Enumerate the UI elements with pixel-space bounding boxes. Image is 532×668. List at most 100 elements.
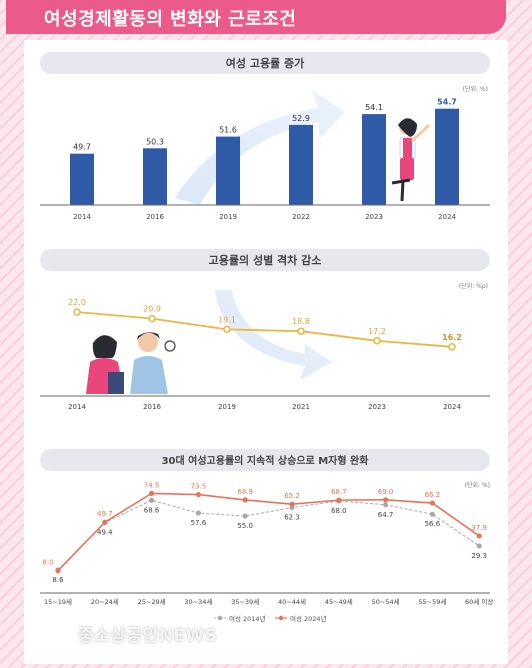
age-title-pill bbox=[40, 449, 490, 471]
growth-arrow bbox=[175, 90, 345, 205]
series-2024-point bbox=[102, 519, 108, 525]
series-2024-value-label: 69.0 bbox=[378, 488, 394, 496]
x-tick-label: 25~29세 bbox=[138, 597, 166, 606]
series-2014-value-label: 64.7 bbox=[378, 511, 394, 519]
gap-line-chart: 22.0 2014 20.9 2016 19.1 2019 18.8 2021 17.2 2023… bbox=[68, 298, 462, 411]
series-2024-point bbox=[149, 490, 155, 496]
x-tick-label: 2019 bbox=[218, 403, 236, 411]
x-tick-label: 2016 bbox=[146, 213, 164, 221]
series-2024-point bbox=[242, 497, 248, 503]
series-2014-value-label: 57.6 bbox=[191, 519, 207, 527]
series-2014-point bbox=[476, 543, 482, 549]
x-tick-label: 55~59세 bbox=[418, 597, 446, 606]
employment-bars: 49.7 2014 50.3 2016 51.6 2019 52.9 2022 54.1 2023… bbox=[70, 98, 459, 221]
bar bbox=[362, 114, 386, 205]
header-banner: 여성경제활동의 변화와 근로조건 bbox=[6, 0, 506, 34]
series-2024-value-label: 8.0 bbox=[42, 559, 53, 567]
legend-label-2024: 여성 2024년 bbox=[290, 614, 327, 623]
bar-value-label: 54.7 bbox=[437, 98, 457, 107]
series-2024-value-label: 68.7 bbox=[331, 488, 347, 496]
age-line-chart: 8.6 49.4 68.6 57.6 55.0 62.3 68.0 64.7 56.6 29.3 8… bbox=[42, 481, 493, 606]
bar bbox=[435, 108, 459, 205]
series-2024-value-label: 49.7 bbox=[97, 510, 113, 518]
x-tick-label: 2023 bbox=[368, 403, 386, 411]
decline-arrow bbox=[215, 290, 332, 380]
series-2014-value-label: 55.0 bbox=[237, 522, 253, 530]
age-legend: 여성 2014년 여성 2024년 bbox=[214, 614, 327, 623]
x-tick-label: 2024 bbox=[443, 403, 461, 411]
gap-title-pill bbox=[40, 249, 490, 271]
employment-title: 여성 고용률 증가 bbox=[226, 56, 305, 70]
series-2014-value-label: 68.0 bbox=[331, 507, 347, 515]
series-2014-value-label: 29.3 bbox=[471, 552, 487, 560]
x-tick-label: 60세 이상 bbox=[465, 597, 493, 606]
series-2014-point bbox=[149, 497, 155, 503]
gap-value-label: 19.1 bbox=[218, 315, 236, 324]
age-unit: (단위: %) bbox=[465, 481, 490, 489]
svg-text:TSN: TSN bbox=[31, 626, 60, 641]
employment-unit: (단위: %) bbox=[463, 85, 488, 93]
gap-point bbox=[223, 325, 231, 334]
series-2014-point bbox=[429, 511, 435, 517]
bar-value-label: 52.9 bbox=[292, 114, 310, 123]
bar bbox=[70, 153, 94, 205]
series-2024-point bbox=[476, 533, 482, 539]
x-tick-label: 30~34세 bbox=[184, 597, 212, 606]
age-title: 30대 여성고용률의 지속적 상승으로 M자형 완화 bbox=[162, 454, 370, 467]
x-tick-label: 2019 bbox=[219, 213, 237, 221]
series-2014-value-label: 56.6 bbox=[425, 520, 441, 528]
series-2024-point bbox=[289, 501, 295, 507]
gap-value-label: 18.8 bbox=[292, 317, 310, 326]
x-tick-label: 50~54세 bbox=[372, 597, 400, 606]
series-2024-value-label: 66.2 bbox=[425, 491, 441, 499]
series-2024-value-label: 37.9 bbox=[471, 524, 487, 532]
series-2024-point bbox=[383, 497, 389, 503]
series-2024-value-label: 65.2 bbox=[284, 492, 300, 500]
x-tick-label: 20~24세 bbox=[91, 597, 119, 606]
series-2014-value-label: 49.4 bbox=[97, 529, 113, 537]
bar-value-label: 51.6 bbox=[219, 126, 237, 135]
series-2024-point bbox=[429, 500, 435, 506]
bar bbox=[143, 148, 167, 205]
series-2014-point bbox=[195, 510, 201, 516]
gap-title: 고용률의 성별 격차 감소 bbox=[209, 253, 322, 267]
woman-pointing-illustration bbox=[391, 118, 430, 202]
series-2024-value-label: 74.5 bbox=[144, 481, 160, 489]
x-tick-label: 2023 bbox=[365, 213, 383, 221]
gap-unit: (단위: %p) bbox=[459, 282, 488, 290]
x-tick-label: 40~44세 bbox=[278, 597, 306, 606]
series-2014-line bbox=[57, 499, 480, 571]
x-tick-label: 15~19세 bbox=[44, 597, 72, 606]
series-2014-point bbox=[242, 513, 248, 519]
gap-point bbox=[448, 343, 456, 351]
people-illustration bbox=[86, 332, 176, 394]
legend-label-2014: 여성 2014년 bbox=[229, 614, 266, 623]
bar-value-label: 50.3 bbox=[146, 137, 164, 146]
x-tick-label: 2014 bbox=[68, 403, 86, 411]
series-2024-point bbox=[195, 491, 201, 498]
gap-value-label: 16.2 bbox=[442, 333, 462, 342]
x-tick-label: 2016 bbox=[143, 403, 161, 411]
series-2024-value-label: 68.9 bbox=[237, 488, 253, 496]
x-tick-label: 35~39세 bbox=[231, 597, 259, 606]
bar-value-label: 54.1 bbox=[365, 103, 383, 112]
bar bbox=[289, 124, 313, 205]
series-2014-value-label: 68.6 bbox=[144, 506, 160, 514]
series-2024-point bbox=[336, 497, 342, 503]
gap-point bbox=[297, 327, 305, 335]
series-2024-value-label: 73.5 bbox=[191, 483, 207, 491]
series-2014-value-label: 8.6 bbox=[52, 576, 64, 584]
x-tick-label: 2014 bbox=[73, 213, 91, 221]
x-tick-label: 2024 bbox=[438, 213, 456, 221]
series-2024-point bbox=[55, 568, 61, 574]
x-tick-label: 2022 bbox=[292, 213, 310, 221]
watermark-logo: TSN bbox=[25, 620, 67, 644]
gap-point bbox=[148, 314, 156, 323]
gap-value-label: 17.2 bbox=[368, 327, 386, 336]
gap-series-line bbox=[76, 311, 453, 348]
series-2024-line bbox=[57, 492, 480, 572]
x-tick-label: 2021 bbox=[292, 403, 310, 411]
gap-point bbox=[373, 337, 381, 345]
page-title: 여성경제활동의 변화와 근로조건 bbox=[44, 9, 297, 30]
